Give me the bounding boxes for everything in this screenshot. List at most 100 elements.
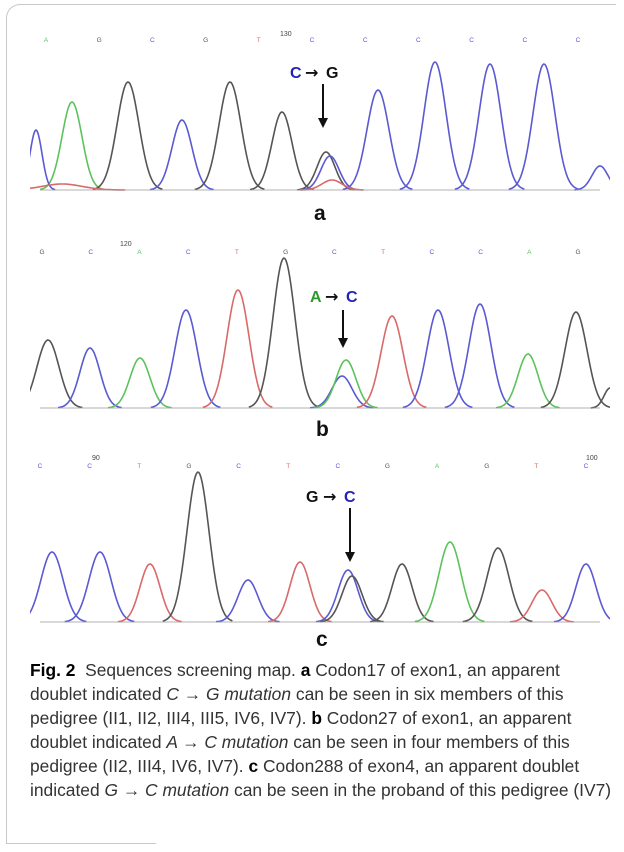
mutation-marker: G → C — [306, 487, 356, 562]
trace-peak — [215, 579, 280, 623]
base-call-label: C — [478, 249, 483, 256]
caption-mutation-b: A → C mutation — [166, 732, 289, 752]
trace-peak — [508, 63, 579, 190]
trace-peak — [444, 303, 515, 409]
mutation-from-base: G — [306, 489, 318, 506]
base-call-label: C — [38, 463, 43, 470]
position-number: 130 — [280, 31, 292, 38]
caption-mutation-c: G → C mutation — [104, 780, 230, 800]
caption-mutation-a: C → G mutation — [166, 684, 292, 704]
base-call-label: T — [381, 249, 385, 256]
trace-curves — [30, 257, 610, 409]
caption-text-b-2: can be seen in four members of this pedi… — [30, 732, 570, 776]
trace-peak — [30, 128, 56, 191]
base-call-label: C — [335, 463, 340, 470]
down-arrow-head-icon — [318, 118, 328, 128]
base-call-label: C — [186, 249, 191, 256]
trace-peak — [300, 179, 364, 191]
trace-peak — [342, 89, 413, 191]
base-call-label: G — [97, 37, 102, 44]
trace-peak — [267, 561, 332, 623]
base-call-label: C — [363, 37, 368, 44]
trace-peak — [92, 81, 163, 191]
chromatogram-panel-b: G C A C T G C T C C A G 120 A → C — [30, 241, 610, 409]
down-arrow-head-icon — [345, 552, 355, 562]
figure-frame-bottom — [6, 843, 156, 844]
trace-peak — [194, 81, 265, 191]
caption-label-a: a — [300, 660, 311, 680]
base-call-label: C — [429, 249, 434, 256]
base-call-label: C — [576, 37, 581, 44]
mutation-marker: A → C — [310, 287, 358, 348]
caption-title: Sequences screening map. — [85, 660, 296, 680]
caption-label-c: c — [248, 756, 259, 776]
figure-number: Fig. 2 — [30, 660, 76, 680]
trace-peak — [309, 375, 374, 409]
trace-peak — [30, 339, 83, 409]
trace-peak — [150, 309, 221, 409]
trace-peak — [57, 347, 122, 409]
panel-label-c: c — [316, 628, 328, 651]
trace-peak — [462, 547, 533, 623]
trace-peak — [301, 155, 359, 191]
trace-peak — [107, 357, 172, 409]
trace-peak — [402, 309, 473, 409]
caption-text-a-1: Codon17 of exon1, an apparent doublet in… — [30, 660, 560, 704]
trace-peak — [315, 569, 380, 623]
caption-label-b: b — [311, 708, 322, 728]
panel-label-b: b — [316, 418, 329, 441]
base-call-label: A — [44, 37, 49, 44]
base-call-label: C — [236, 463, 241, 470]
trace-peak — [149, 119, 214, 191]
base-call-label: A — [527, 249, 532, 256]
base-call-label: C — [88, 249, 93, 256]
mutation-to-base: C — [344, 489, 356, 506]
base-call-label: G — [39, 249, 44, 256]
base-call-label: T — [257, 37, 261, 44]
base-call-label: C — [584, 463, 589, 470]
base-call-label: C — [310, 37, 315, 44]
caption-text-c-2: can be seen in the proband of this pedig… — [234, 780, 612, 800]
base-call-label: G — [186, 463, 191, 470]
position-number-left: 90 — [92, 455, 100, 462]
mutation-arrow-glyph: → — [325, 287, 338, 306]
panel-label-a: a — [314, 202, 326, 225]
mutation-to-base: G — [326, 65, 338, 82]
trace-peak — [39, 101, 104, 191]
trace-peak — [540, 311, 610, 409]
trace-peak — [414, 541, 485, 623]
chromatogram-panel-a: A G C G T C C C C C C 130 C → G — [30, 31, 610, 191]
trace-peak — [319, 575, 384, 623]
mutation-marker: C → G — [290, 63, 338, 128]
figure-frame — [6, 4, 616, 844]
caption-text-b-1: Codon27 of exon1, an apparent doublet in… — [30, 708, 572, 752]
mutation-arrow-glyph: → — [305, 63, 318, 82]
trace-curves — [30, 471, 610, 623]
mutation-from-base: C — [290, 65, 302, 82]
down-arrow-head-icon — [338, 338, 348, 348]
mutation-to-base: C — [346, 289, 358, 306]
trace-peak — [248, 257, 319, 408]
base-call-label: C — [469, 37, 474, 44]
trace-peak — [64, 551, 135, 623]
trace-peak — [30, 551, 87, 623]
base-call-label: C — [150, 37, 155, 44]
base-call-label: C — [416, 37, 421, 44]
trace-peak — [313, 359, 378, 409]
base-call-label: T — [235, 249, 239, 256]
trace-peak — [454, 63, 525, 190]
trace-peak — [574, 165, 610, 191]
base-call-label: G — [203, 37, 208, 44]
base-call-label: G — [484, 463, 489, 470]
base-call-label: G — [283, 249, 288, 256]
trace-curves — [30, 61, 610, 191]
position-number-right: 100 — [586, 455, 598, 462]
mutation-from-base: A — [310, 289, 322, 306]
base-call-label: C — [522, 37, 527, 44]
trace-peak — [30, 183, 126, 191]
caption-text-c-1: Codon288 of exon4, an apparent doublet i… — [30, 756, 580, 800]
trace-peak — [369, 563, 434, 623]
chromatogram-panel-c: C C T G C T C G A G T C 90 100 G → C — [30, 455, 610, 623]
